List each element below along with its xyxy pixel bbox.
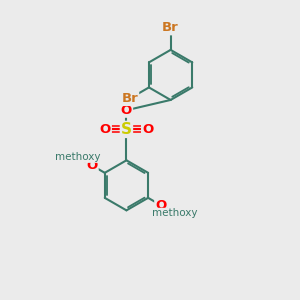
Text: Br: Br [162,21,179,34]
Text: O: O [100,123,111,136]
Text: methyl: methyl [80,156,84,158]
Text: S: S [121,122,132,137]
Text: methoxy: methoxy [152,208,198,218]
Text: Br: Br [122,92,138,105]
Text: methyl: methyl [78,156,83,158]
Text: O: O [142,123,153,136]
Text: O: O [121,104,132,117]
Text: methoxy: methoxy [55,152,101,162]
Text: O: O [155,199,166,212]
Text: O: O [86,159,98,172]
